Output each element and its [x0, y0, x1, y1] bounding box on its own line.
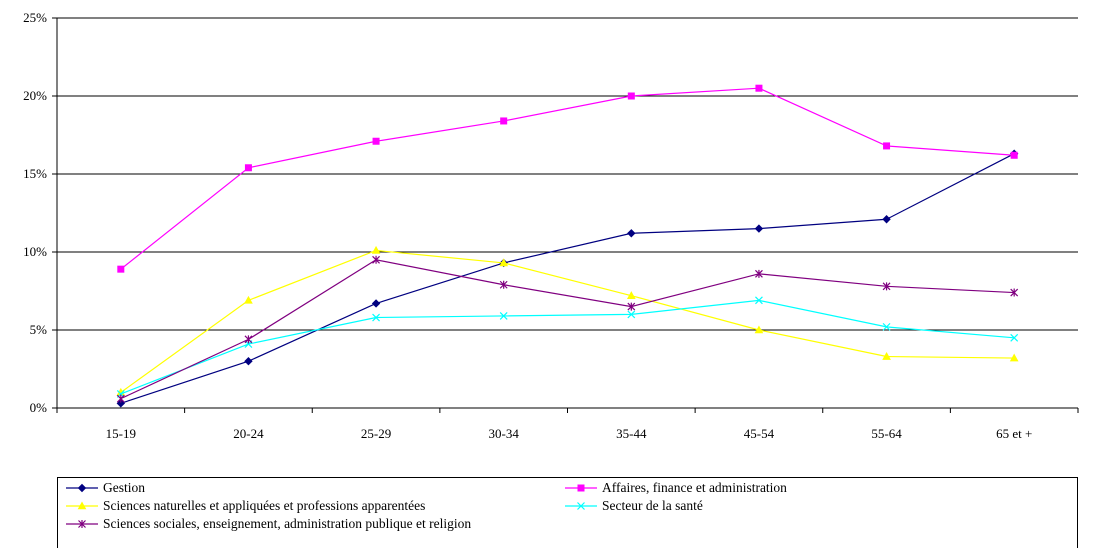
legend-label: Gestion	[103, 480, 145, 495]
y-tick-label: 5%	[30, 322, 48, 337]
legend-item: Sciences sociales, enseignement, adminis…	[64, 515, 471, 533]
legend-label: Secteur de la santé	[602, 498, 703, 513]
legend: Gestion Affaires, finance et administrati…	[57, 477, 1078, 548]
data-point	[117, 265, 125, 273]
x-tick-label: 55-64	[871, 426, 902, 441]
series-line	[120, 87, 1015, 270]
data-point	[372, 313, 380, 322]
y-tick-label: 10%	[23, 244, 47, 259]
data-point	[244, 295, 253, 304]
x-tick-label: 45-54	[744, 426, 775, 441]
data-point	[882, 282, 891, 291]
series-5	[116, 255, 1019, 403]
data-point	[627, 92, 635, 100]
grid-lines	[57, 17, 1078, 331]
legend-swatch	[565, 502, 597, 510]
data-point	[371, 299, 381, 308]
y-tick-label: 20%	[23, 88, 47, 103]
data-point	[883, 142, 891, 150]
data-point	[627, 302, 636, 311]
data-point	[754, 224, 764, 233]
x-tick-label: 65 et +	[996, 426, 1032, 441]
series-2	[117, 84, 1018, 273]
axes	[56, 18, 1078, 409]
legend-item: Gestion	[64, 479, 145, 497]
y-tick-label: 15%	[23, 166, 47, 181]
data-point	[372, 255, 380, 264]
legend-item: Affaires, finance et administration	[563, 479, 787, 497]
x-tick-label: 25-29	[361, 426, 391, 441]
series-group	[116, 84, 1019, 408]
data-point	[372, 137, 380, 145]
series-1	[116, 149, 1019, 408]
x-tick-label: 30-34	[489, 426, 520, 441]
data-point	[499, 258, 509, 267]
legend-label: Sciences sociales, enseignement, adminis…	[103, 516, 472, 531]
legend-swatch	[66, 501, 98, 510]
data-point	[244, 164, 252, 172]
data-point	[244, 356, 253, 366]
series-line	[120, 299, 1015, 395]
series-4	[116, 296, 1019, 398]
series-line	[120, 153, 1015, 404]
legend-swatch	[66, 520, 98, 528]
data-point	[627, 310, 636, 319]
data-point	[626, 291, 636, 299]
line-chart: 0% 5% 10% 15% 20% 25% 15-19 20-24 25-29 30-34 35-…	[23, 10, 1079, 441]
data-point	[755, 296, 763, 305]
x-tick-label: 15-19	[106, 426, 136, 441]
y-tick-label: 0%	[30, 400, 48, 415]
data-point	[882, 322, 891, 331]
data-point	[500, 117, 508, 125]
data-point	[627, 229, 636, 238]
data-point	[882, 215, 891, 224]
legend-label: Sciences naturelles et appliquées et pro…	[103, 498, 426, 513]
data-point	[755, 269, 763, 278]
data-point	[1009, 353, 1019, 362]
data-point	[1010, 333, 1019, 342]
legend-item: Secteur de la santé	[563, 497, 703, 515]
x-tick-label: 20-24	[233, 426, 264, 441]
data-point	[754, 325, 764, 334]
data-point	[1010, 288, 1019, 297]
x-tick-label: 35-44	[616, 426, 647, 441]
data-point	[244, 335, 253, 344]
data-point	[499, 280, 508, 289]
series-line	[120, 249, 1015, 393]
y-tick-label: 25%	[23, 10, 47, 25]
legend-label: Affaires, finance et administration	[602, 480, 787, 495]
legend-swatch	[66, 483, 98, 493]
data-point	[755, 84, 763, 92]
series-3	[116, 245, 1019, 396]
legend-item: Sciences naturelles et appliquées et pro…	[64, 497, 425, 515]
data-point	[1010, 151, 1018, 159]
data-point	[116, 394, 125, 403]
data-point	[882, 351, 891, 360]
data-point	[371, 245, 381, 254]
x-axis-ticks: 15-19 20-24 25-29 30-34 35-44 45-54 55-64 65 et…	[56, 408, 1079, 441]
series-line	[120, 259, 1015, 400]
legend-swatch	[565, 484, 597, 492]
y-axis-ticks: 0% 5% 10% 15% 20% 25%	[23, 10, 57, 415]
data-point	[499, 312, 508, 320]
data-point	[116, 399, 126, 408]
